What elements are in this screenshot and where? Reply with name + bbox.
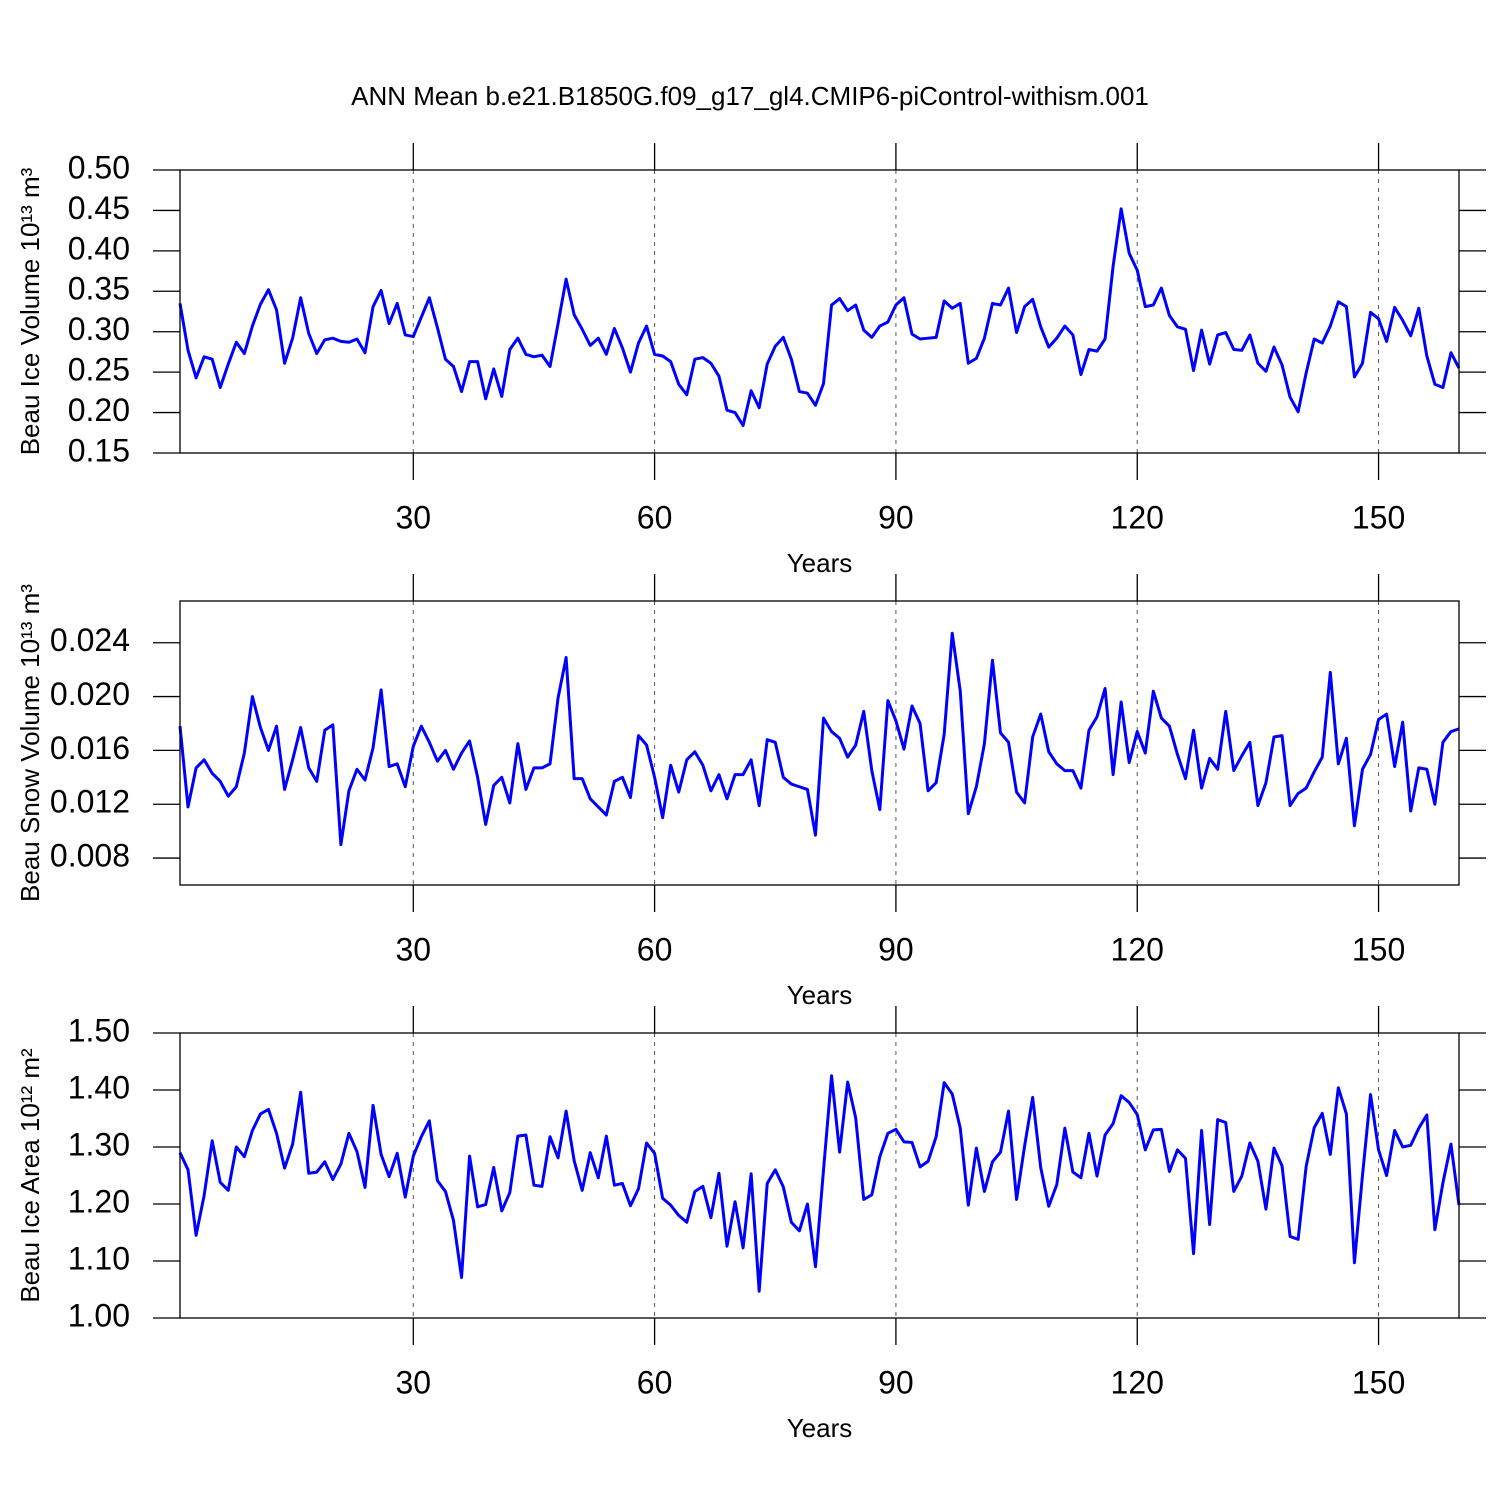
- x-axis-title: Years: [787, 548, 853, 578]
- data-line: [178, 207, 1461, 428]
- x-tick-label: 60: [637, 931, 673, 967]
- y-tick-label: 0.016: [50, 730, 130, 766]
- x-tick-label: 30: [395, 1364, 431, 1400]
- x-tick-label: 60: [637, 1364, 673, 1400]
- x-tick-label: 90: [878, 1364, 914, 1400]
- x-tick-label: 60: [637, 499, 673, 535]
- x-tick-label: 30: [395, 499, 431, 535]
- y-axis-title: Beau Ice Area 10¹² m²: [15, 1048, 45, 1303]
- plot-frame: [179, 1032, 1460, 1319]
- y-tick-label: 0.50: [68, 149, 130, 185]
- y-tick-label: 0.020: [50, 676, 130, 712]
- y-tick-label: 1.30: [68, 1126, 130, 1162]
- x-tick-label: 90: [878, 931, 914, 967]
- figure-title: ANN Mean b.e21.B1850G.f09_g17_gl4.CMIP6-…: [351, 81, 1149, 111]
- y-tick-label: 1.00: [68, 1297, 130, 1333]
- y-tick-label: 0.008: [50, 838, 130, 874]
- y-tick-label: 0.024: [50, 622, 130, 658]
- data-line: [178, 1074, 1461, 1293]
- x-tick-label: 120: [1111, 1364, 1164, 1400]
- data-line: [178, 631, 1460, 847]
- x-tick-label: 90: [878, 499, 914, 535]
- x-tick-label: 30: [395, 931, 431, 967]
- y-tick-label: 0.45: [68, 190, 130, 226]
- y-tick-label: 1.40: [68, 1069, 130, 1105]
- y-tick-label: 0.25: [68, 352, 130, 388]
- y-tick-label: 0.40: [68, 230, 130, 266]
- y-tick-label: 0.15: [68, 432, 130, 468]
- plot-frame: [179, 600, 1460, 886]
- y-axis-title: Beau Snow Volume 10¹³ m³: [15, 584, 45, 902]
- y-tick-label: 1.20: [68, 1183, 130, 1219]
- y-tick-label: 0.012: [50, 784, 130, 820]
- x-tick-label: 150: [1352, 499, 1405, 535]
- y-tick-label: 1.10: [68, 1240, 130, 1276]
- x-tick-label: 150: [1352, 931, 1405, 967]
- x-axis-title: Years: [787, 1413, 853, 1443]
- x-tick-label: 120: [1111, 499, 1164, 535]
- y-tick-label: 0.30: [68, 311, 130, 347]
- y-tick-label: 1.50: [68, 1012, 130, 1048]
- y-tick-label: 0.20: [68, 392, 130, 428]
- x-tick-label: 150: [1352, 1364, 1405, 1400]
- y-tick-label: 0.35: [68, 271, 130, 307]
- x-axis-title: Years: [787, 980, 853, 1010]
- plot-frame: [179, 169, 1460, 454]
- x-tick-label: 120: [1111, 931, 1164, 967]
- y-axis-title: Beau Ice Volume 10¹³ m³: [15, 167, 45, 455]
